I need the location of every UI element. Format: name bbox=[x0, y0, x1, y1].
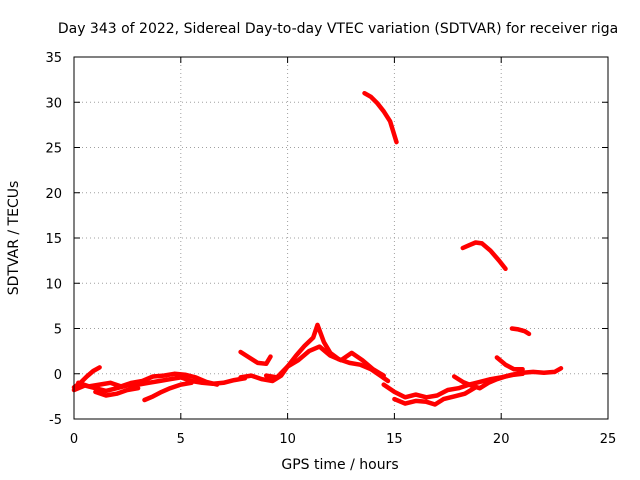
x-tick-label: 20 bbox=[493, 432, 510, 447]
series-line-segment bbox=[238, 322, 391, 384]
y-tick-label: 20 bbox=[45, 187, 62, 202]
x-tick-label: 5 bbox=[177, 432, 185, 447]
y-tick-label: 35 bbox=[45, 51, 62, 66]
chart-title: Day 343 of 2022, Sidereal Day-to-day VTE… bbox=[58, 21, 618, 37]
axis-ticks: 0 5 10 15 20 25 -5 0 5 10 15 20 25 30 35 bbox=[45, 51, 616, 447]
x-tick-label: 15 bbox=[386, 432, 403, 447]
y-tick-label: 30 bbox=[45, 96, 62, 111]
y-tick-label: 25 bbox=[45, 142, 62, 157]
series-line-segment bbox=[238, 349, 273, 367]
series-line-segment bbox=[76, 371, 220, 389]
series-line-segment bbox=[460, 240, 508, 272]
y-tick-label: 0 bbox=[54, 368, 62, 383]
y-axis-label: SDTVAR / TECUs bbox=[6, 181, 22, 296]
x-tick-label: 25 bbox=[600, 432, 617, 447]
series-lines bbox=[71, 90, 564, 407]
series-line-segment bbox=[392, 385, 478, 407]
series-line-segment bbox=[362, 90, 399, 145]
series-line-segment bbox=[142, 380, 194, 403]
series-line-segment bbox=[494, 355, 525, 372]
series-line-segment bbox=[509, 326, 532, 337]
series-line-segment bbox=[93, 385, 141, 398]
y-tick-label: 15 bbox=[45, 232, 62, 247]
x-tick-label: 0 bbox=[70, 432, 78, 447]
y-tick-label: 10 bbox=[45, 277, 62, 292]
series-line-segment bbox=[381, 366, 564, 400]
series-line-segment bbox=[451, 371, 525, 391]
x-axis-label: GPS time / hours bbox=[281, 457, 398, 473]
x-tick-label: 10 bbox=[279, 432, 296, 447]
y-tick-label: 5 bbox=[54, 323, 62, 338]
series-line-segment bbox=[263, 344, 386, 380]
y-tick-label: -5 bbox=[49, 413, 62, 428]
